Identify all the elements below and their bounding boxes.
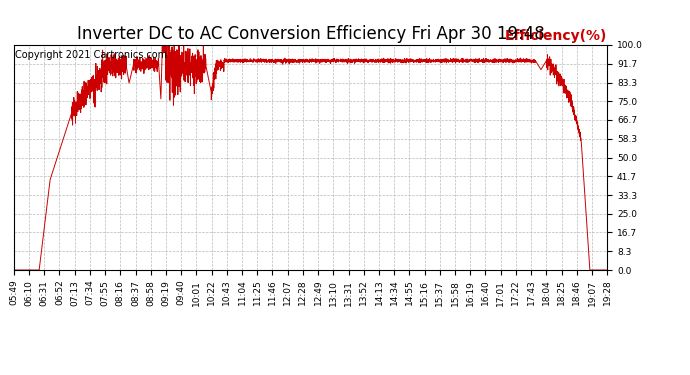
Text: Efficiency(%): Efficiency(%) xyxy=(505,29,607,43)
Text: Copyright 2021 Cartronics.com: Copyright 2021 Cartronics.com xyxy=(15,50,167,60)
Title: Inverter DC to AC Conversion Efficiency Fri Apr 30 19:48: Inverter DC to AC Conversion Efficiency … xyxy=(77,26,544,44)
